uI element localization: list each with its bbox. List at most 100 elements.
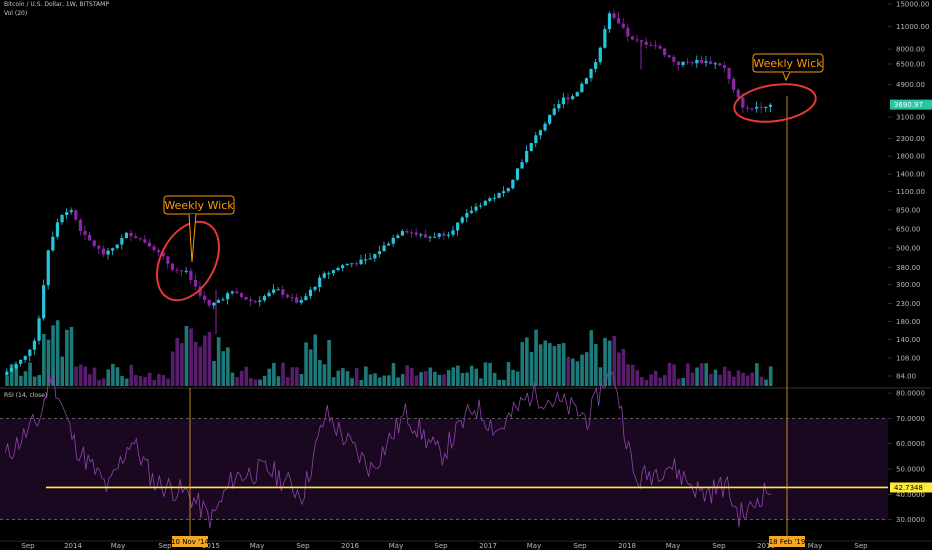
candle-body xyxy=(170,263,175,270)
y-tick-label: 1100.00 xyxy=(896,188,925,196)
volume-bar xyxy=(566,356,571,386)
volume-bar xyxy=(589,330,594,386)
y-tick-label: 180.00 xyxy=(896,318,921,326)
volume-bar xyxy=(451,367,456,386)
candle-body xyxy=(745,107,750,109)
candle-body xyxy=(157,250,161,253)
volume-bar xyxy=(111,363,115,386)
x-tick-label: 2016 xyxy=(341,542,359,550)
candle-body xyxy=(589,68,593,79)
rsi-tick-label: 80.0000 xyxy=(896,390,925,398)
volume-bar xyxy=(327,339,331,386)
volume-bar xyxy=(483,362,488,386)
candle-body xyxy=(603,29,607,48)
volume-bar xyxy=(212,360,216,386)
volume-bar xyxy=(722,366,727,386)
candle-body xyxy=(235,291,239,294)
last-price-badge: 3690.97 xyxy=(894,101,923,109)
candle-body xyxy=(134,236,138,239)
candle-body xyxy=(437,233,441,237)
volume-bar xyxy=(290,367,295,386)
candle-body xyxy=(704,61,708,63)
candle-body xyxy=(672,56,676,62)
candle-body xyxy=(396,235,400,238)
volume-bar xyxy=(575,361,580,386)
volume-bar xyxy=(147,372,152,386)
candle-body xyxy=(5,371,9,376)
volume-bar xyxy=(410,367,414,386)
candle-body xyxy=(428,236,432,238)
candle-body xyxy=(216,300,221,303)
callout-weekly-wick-left-box xyxy=(163,195,235,215)
candle-body xyxy=(446,234,451,236)
candle-body xyxy=(750,108,754,110)
volume-bar xyxy=(78,364,83,386)
date-badge-left: 10 Nov '14 xyxy=(171,538,209,546)
candle-body xyxy=(253,301,257,303)
candle-body xyxy=(51,236,55,251)
candle-body xyxy=(557,104,561,109)
volume-bar xyxy=(382,375,387,386)
volume-bar xyxy=(423,371,428,386)
candle-body xyxy=(479,205,483,207)
candle-body xyxy=(419,234,423,236)
volume-bar xyxy=(230,372,235,386)
candle-body xyxy=(405,231,409,233)
candle-body xyxy=(525,150,529,163)
volume-bar xyxy=(101,378,106,386)
volume-bar xyxy=(552,346,557,386)
volume-bar xyxy=(635,370,640,386)
volume-bar xyxy=(525,337,529,386)
volume-bar xyxy=(626,364,630,386)
volume-bar xyxy=(88,374,92,386)
volume-bar xyxy=(405,365,410,386)
volume-bar xyxy=(433,371,437,386)
volume-bar xyxy=(571,358,575,386)
candle-body xyxy=(722,65,727,68)
volume-bar xyxy=(106,369,111,386)
candle-body xyxy=(258,300,262,302)
candle-body xyxy=(318,277,322,287)
candle-body xyxy=(584,78,589,84)
candle-body xyxy=(580,83,584,93)
candle-body xyxy=(322,273,326,278)
volume-bars xyxy=(5,320,773,386)
volume-bar xyxy=(262,375,267,386)
candle-body xyxy=(667,55,671,57)
x-tick-label: 2015 xyxy=(202,542,220,550)
volume-bar xyxy=(649,374,653,386)
x-tick-label: Sep xyxy=(712,542,726,550)
volume-bar xyxy=(561,342,566,386)
volume-bar xyxy=(221,351,226,386)
volume-bar xyxy=(598,367,603,386)
volume-bar xyxy=(143,377,147,386)
candle-body xyxy=(262,296,267,301)
volume-bar xyxy=(19,375,23,386)
callout-weekly-wick-left-pointer xyxy=(188,213,197,263)
candle-body xyxy=(373,254,377,259)
candle-body xyxy=(69,210,73,213)
candle-body xyxy=(456,222,460,231)
volume-bar xyxy=(759,376,764,386)
volume-bar xyxy=(732,376,736,386)
candle-body xyxy=(143,239,147,243)
candle-body xyxy=(506,188,510,192)
candle-body xyxy=(511,179,515,189)
symbol-title: Bitcoin / U.S. Dollar, 1W, BITSTAMP xyxy=(4,1,109,8)
candle-body xyxy=(676,61,681,66)
volume-bar xyxy=(152,379,157,386)
volume-bar xyxy=(479,378,483,386)
volume-bar xyxy=(520,342,525,386)
x-tick-label: Sep xyxy=(21,542,35,550)
volume-bar xyxy=(502,379,506,386)
volume-bar xyxy=(713,369,718,386)
candle-body xyxy=(272,289,276,293)
callout-weekly-wick-right-pointer xyxy=(782,71,791,82)
candle-body xyxy=(212,302,216,306)
volume-bar xyxy=(336,370,341,386)
y-tick-label: 650.00 xyxy=(896,226,921,234)
candle-body xyxy=(442,233,446,236)
candle-body xyxy=(336,268,340,271)
candle-body xyxy=(391,237,395,244)
